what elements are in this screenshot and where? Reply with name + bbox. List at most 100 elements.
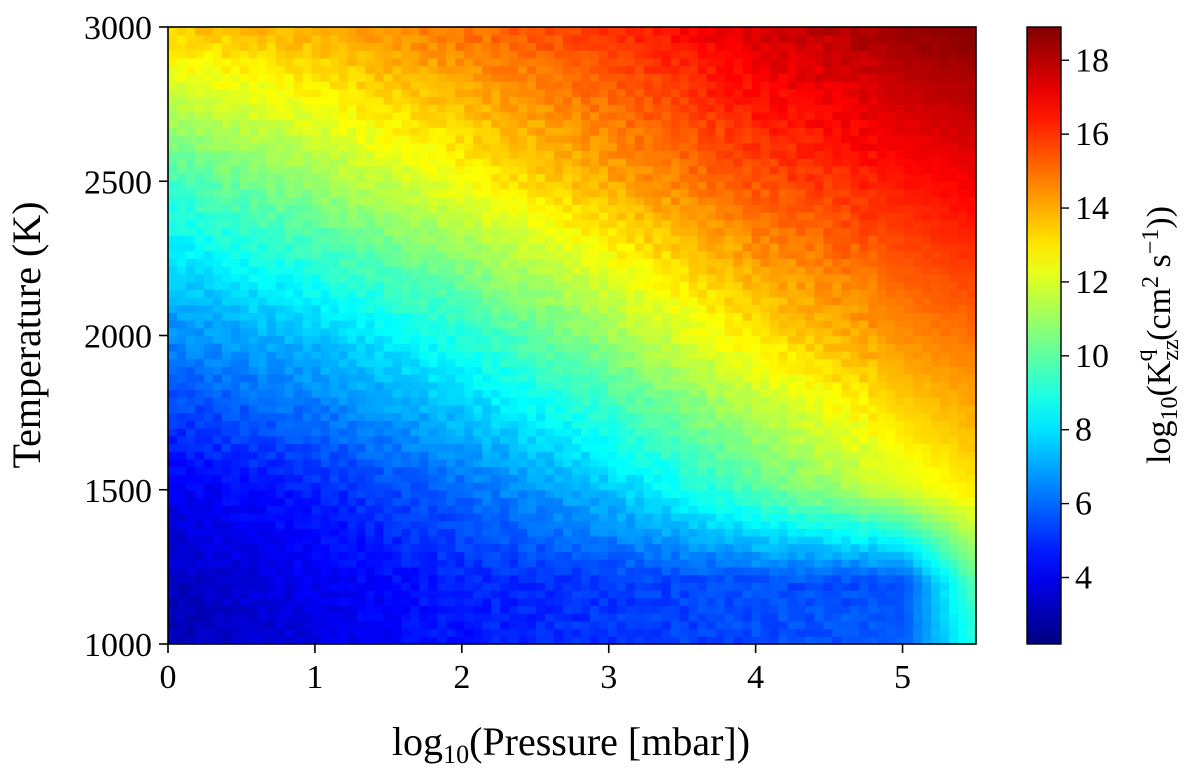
heatmap-cell xyxy=(284,404,295,414)
heatmap-cell xyxy=(634,497,645,506)
heatmap-cell xyxy=(572,566,582,576)
heatmap-cell xyxy=(895,559,905,568)
heatmap-cell xyxy=(643,219,654,229)
heatmap-cell xyxy=(661,466,672,475)
heatmap-cell xyxy=(491,374,501,383)
heatmap-cell xyxy=(401,296,411,306)
heatmap-cell xyxy=(284,482,295,491)
heatmap-cell xyxy=(895,304,905,313)
heatmap-cell xyxy=(563,628,573,637)
heatmap-cell xyxy=(563,543,573,553)
heatmap-cell xyxy=(239,520,250,529)
heatmap-cell xyxy=(913,312,923,321)
heatmap-cell xyxy=(958,343,968,352)
heatmap-cell xyxy=(203,258,214,267)
heatmap-cell xyxy=(679,273,690,283)
heatmap-cell xyxy=(437,466,447,475)
heatmap-cell xyxy=(724,374,735,383)
heatmap-cell xyxy=(168,597,178,607)
heatmap-cell xyxy=(778,381,789,391)
heatmap-cell xyxy=(168,528,178,537)
heatmap-cell xyxy=(940,582,950,591)
heatmap-cell xyxy=(913,381,923,391)
heatmap-cell xyxy=(347,474,358,483)
heatmap-cell xyxy=(176,536,187,545)
heatmap-cell xyxy=(688,428,699,437)
heatmap-cell xyxy=(832,343,842,352)
heatmap-cell xyxy=(257,443,268,452)
heatmap-cell xyxy=(284,458,295,468)
heatmap-cell xyxy=(464,435,474,445)
heatmap-cell xyxy=(967,566,976,576)
heatmap-cell xyxy=(769,304,780,313)
heatmap-cell xyxy=(185,628,196,637)
heatmap-cell xyxy=(266,566,277,576)
heatmap-cell xyxy=(580,266,591,275)
heatmap-cell xyxy=(796,273,807,283)
heatmap-cell xyxy=(347,258,358,267)
heatmap-cell xyxy=(634,281,645,290)
heatmap-cell xyxy=(383,327,394,337)
heatmap-cell xyxy=(607,397,618,406)
heatmap-cell xyxy=(679,574,690,583)
heatmap-cell xyxy=(482,443,492,452)
heatmap-cell xyxy=(715,304,726,313)
heatmap-cell xyxy=(365,258,376,267)
heatmap-cell xyxy=(634,482,645,491)
heatmap-cell xyxy=(823,350,833,360)
heatmap-cell xyxy=(778,482,789,491)
heatmap-cell xyxy=(724,420,735,429)
heatmap-cell xyxy=(176,497,187,506)
heatmap-cell xyxy=(168,566,178,576)
heatmap-cell xyxy=(194,489,205,499)
heatmap-cell xyxy=(607,620,618,630)
heatmap-cell xyxy=(670,389,681,398)
heatmap-cell xyxy=(509,266,519,275)
heatmap-cell xyxy=(616,582,627,591)
heatmap-cell xyxy=(715,574,726,583)
heatmap-cell xyxy=(248,597,259,607)
heatmap-cell xyxy=(491,389,501,398)
heatmap-cell xyxy=(868,304,878,313)
heatmap-cell xyxy=(877,381,887,391)
heatmap-cell xyxy=(967,289,976,298)
heatmap-cell xyxy=(796,235,807,244)
heatmap-cell xyxy=(616,497,627,506)
heatmap-cell xyxy=(598,273,609,283)
heatmap-cell xyxy=(760,420,771,429)
heatmap-cell xyxy=(203,320,214,329)
heatmap-cell xyxy=(212,428,223,437)
heatmap-cell xyxy=(194,512,205,522)
heatmap-cell xyxy=(679,551,690,560)
heatmap-cell xyxy=(536,327,546,337)
heatmap-cell xyxy=(760,566,771,576)
heatmap-cell xyxy=(607,381,618,391)
heatmap-cell xyxy=(473,289,483,298)
heatmap-cell xyxy=(958,466,968,475)
heatmap-cell xyxy=(473,574,483,583)
heatmap-cell xyxy=(868,613,878,622)
heatmap-cell xyxy=(194,582,205,591)
heatmap-cell xyxy=(320,374,331,383)
heatmap-cell xyxy=(787,335,798,344)
heatmap-cell xyxy=(913,512,923,522)
heatmap-cell xyxy=(724,605,735,614)
heatmap-cell xyxy=(239,358,250,367)
heatmap-cell xyxy=(859,250,869,259)
heatmap-cell xyxy=(419,266,429,275)
heatmap-cell xyxy=(356,281,367,290)
heatmap-cell xyxy=(392,559,403,568)
heatmap-cell xyxy=(239,235,250,244)
heatmap-cell xyxy=(419,420,429,429)
heatmap-cell xyxy=(437,374,447,383)
heatmap-cell xyxy=(607,296,618,306)
heatmap-cell xyxy=(904,605,914,614)
heatmap-cell xyxy=(922,566,932,576)
heatmap-cell xyxy=(257,590,268,599)
heatmap-cell xyxy=(185,613,196,622)
heatmap-cell xyxy=(221,590,232,599)
heatmap-cell xyxy=(634,335,645,344)
heatmap-cell xyxy=(778,590,789,599)
heatmap-cell xyxy=(221,543,232,553)
heatmap-cell xyxy=(266,296,277,306)
